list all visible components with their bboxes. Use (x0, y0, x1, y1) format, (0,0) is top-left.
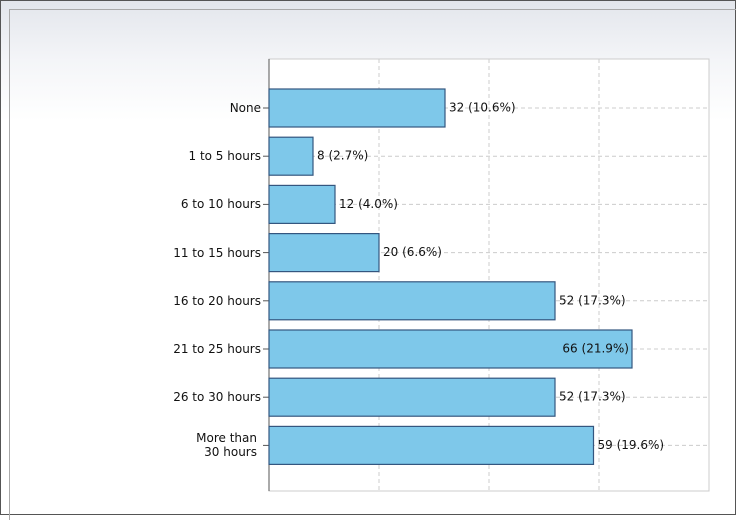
value-label: 52 (17.3%) (559, 390, 626, 404)
chart-panel (9, 9, 736, 520)
bar (268, 233, 380, 273)
bar (268, 88, 446, 128)
y-tick-label: 26 to 30 hours (173, 390, 261, 405)
value-label: 52 (17.3%) (559, 293, 626, 307)
value-label: 12 (4.0%) (339, 197, 398, 211)
bar (268, 184, 336, 224)
y-tick-label: 16 to 20 hours (173, 293, 261, 308)
y-tick-label: None (229, 101, 261, 115)
value-label: 20 (6.6%) (383, 245, 442, 259)
y-tick-label: 21 to 25 hours (173, 342, 261, 356)
bar (268, 377, 556, 417)
y-tick-label: More than 30 hours (196, 431, 257, 460)
y-tick-label: 6 to 10 hours (180, 197, 261, 212)
value-label: 8 (2.7%) (317, 149, 368, 163)
bar (268, 136, 314, 176)
bar (268, 281, 556, 321)
value-label: 66 (21.9%) (562, 342, 629, 356)
value-label: 59 (19.6%) (598, 438, 665, 452)
bar (268, 329, 633, 369)
y-tick-label: 1 to 5 hours (188, 149, 262, 164)
y-tick-label: 11 to 15 hours (173, 245, 261, 260)
bar (268, 425, 595, 465)
value-label: 32 (10.6%) (449, 101, 516, 115)
